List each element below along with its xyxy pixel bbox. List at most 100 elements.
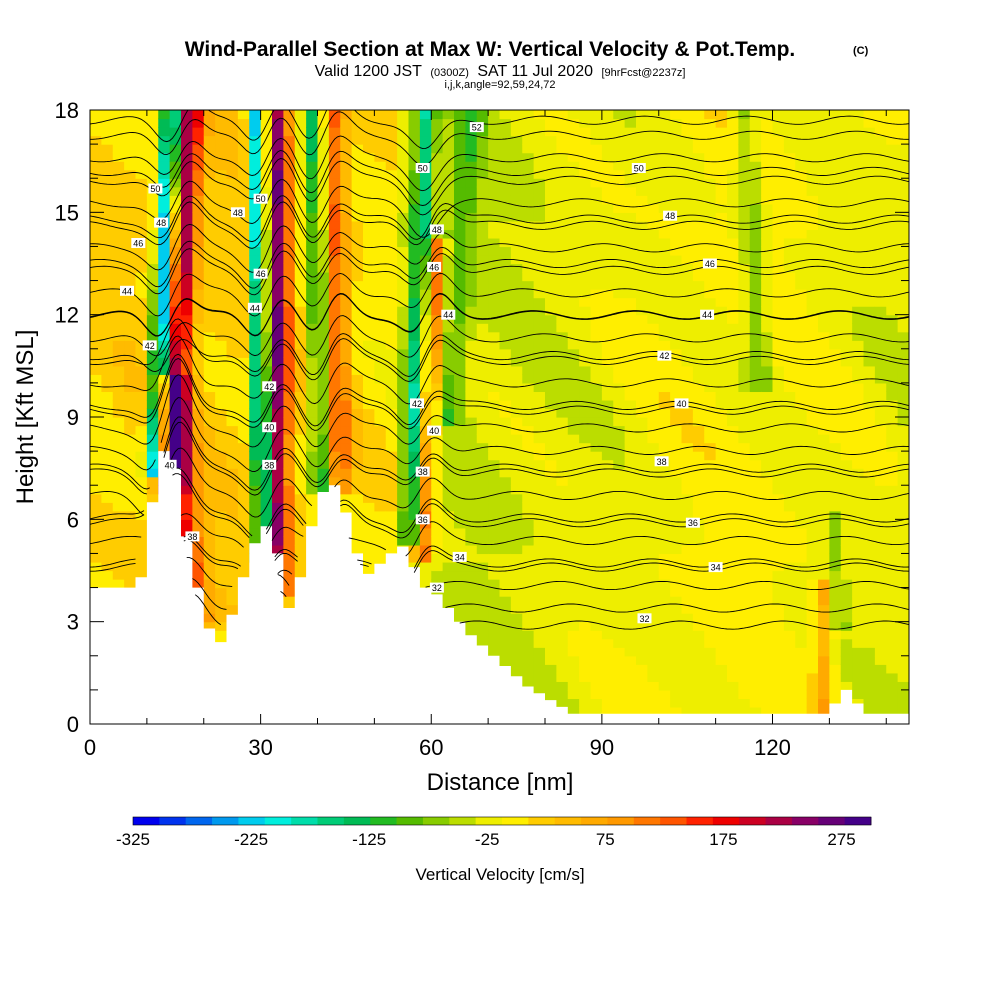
velocity-cell [761, 340, 774, 350]
velocity-cell [545, 314, 557, 324]
velocity-cell [499, 229, 512, 239]
velocity-cell [545, 468, 557, 478]
velocity-cell [226, 348, 239, 358]
velocity-cell [397, 297, 410, 307]
velocity-cell [169, 357, 182, 367]
velocity-cell [192, 323, 205, 333]
velocity-cell [465, 144, 478, 154]
velocity-cell [374, 144, 387, 154]
velocity-cell [567, 408, 580, 418]
velocity-cell [874, 596, 887, 606]
velocity-cell [818, 212, 830, 222]
velocity-cell [749, 698, 762, 708]
velocity-cell [510, 587, 523, 597]
velocity-cell [692, 220, 705, 230]
velocity-cell [522, 195, 535, 205]
velocity-cell [749, 476, 762, 486]
velocity-cell [124, 263, 137, 273]
velocity-cell [647, 638, 660, 648]
velocity-cell [624, 340, 637, 350]
velocity-cell [454, 510, 466, 520]
velocity-cell [146, 272, 159, 282]
velocity-cell [192, 263, 205, 273]
velocity-cell [226, 195, 239, 205]
velocity-cell [590, 314, 603, 324]
velocity-cell [692, 237, 705, 248]
velocity-cell [465, 536, 478, 546]
velocity-cell [294, 161, 307, 171]
velocity-cell [567, 442, 580, 452]
velocity-cell [874, 655, 887, 665]
velocity-cell [863, 417, 876, 427]
velocity-cell [567, 135, 580, 145]
velocity-cell [431, 451, 444, 461]
velocity-cell [579, 110, 592, 120]
velocity-cell [283, 263, 296, 273]
velocity-cell [510, 544, 523, 555]
velocity-cell [442, 561, 455, 572]
velocity-cell [363, 110, 375, 120]
velocity-cell [613, 596, 626, 606]
velocity-cell [340, 306, 353, 316]
velocity-cell [533, 289, 546, 299]
velocity-cell [613, 399, 626, 410]
velocity-cell [772, 468, 785, 478]
velocity-cell [818, 613, 830, 623]
velocity-cell [738, 263, 751, 273]
velocity-cell [715, 621, 728, 631]
velocity-cell [715, 357, 728, 367]
velocity-cell [738, 681, 751, 691]
velocity-cell [431, 468, 444, 478]
velocity-cell [761, 323, 774, 333]
velocity-cell [90, 127, 102, 137]
velocity-cell [772, 365, 785, 375]
velocity-cell [727, 237, 739, 248]
velocity-cell [545, 638, 557, 648]
velocity-cell [590, 570, 603, 580]
velocity-cell [704, 391, 717, 401]
velocity-cell [556, 425, 569, 435]
velocity-cell [749, 161, 762, 171]
velocity-cell [385, 144, 398, 154]
velocity-cell [681, 417, 694, 427]
velocity-cell [806, 425, 819, 435]
velocity-cell [874, 647, 887, 657]
velocity-cell [510, 263, 523, 273]
velocity-cell [670, 340, 683, 350]
velocity-cell [636, 195, 648, 205]
velocity-cell [613, 195, 626, 205]
velocity-cell [556, 178, 569, 188]
velocity-cell [567, 144, 580, 154]
velocity-cell [761, 638, 774, 648]
velocity-cell [840, 314, 853, 324]
velocity-cell [624, 459, 637, 469]
velocity-cell [112, 297, 125, 307]
velocity-cell [647, 118, 660, 128]
velocity-cell [795, 272, 808, 282]
velocity-cell [545, 579, 557, 589]
velocity-cell [488, 510, 501, 520]
velocity-cell [510, 638, 523, 648]
velocity-cell [522, 161, 535, 171]
velocity-cell [272, 476, 284, 486]
velocity-cell [374, 220, 387, 230]
velocity-cell [624, 237, 637, 248]
velocity-cell [704, 706, 717, 717]
velocity-cell [158, 374, 171, 384]
velocity-cell [419, 434, 432, 444]
velocity-cell [533, 664, 546, 674]
velocity-cell [692, 502, 705, 512]
velocity-cell [590, 254, 603, 265]
velocity-cell [590, 340, 603, 350]
velocity-cell [567, 647, 580, 657]
velocity-cell [203, 186, 216, 196]
velocity-cell [818, 579, 830, 589]
velocity-cell [476, 110, 489, 120]
velocity-cell [829, 331, 842, 341]
velocity-cell [727, 408, 739, 418]
velocity-cell [715, 442, 728, 452]
velocity-cell [363, 340, 375, 350]
velocity-cell [294, 272, 307, 282]
velocity-cell [601, 655, 614, 665]
velocity-cell [419, 220, 432, 230]
